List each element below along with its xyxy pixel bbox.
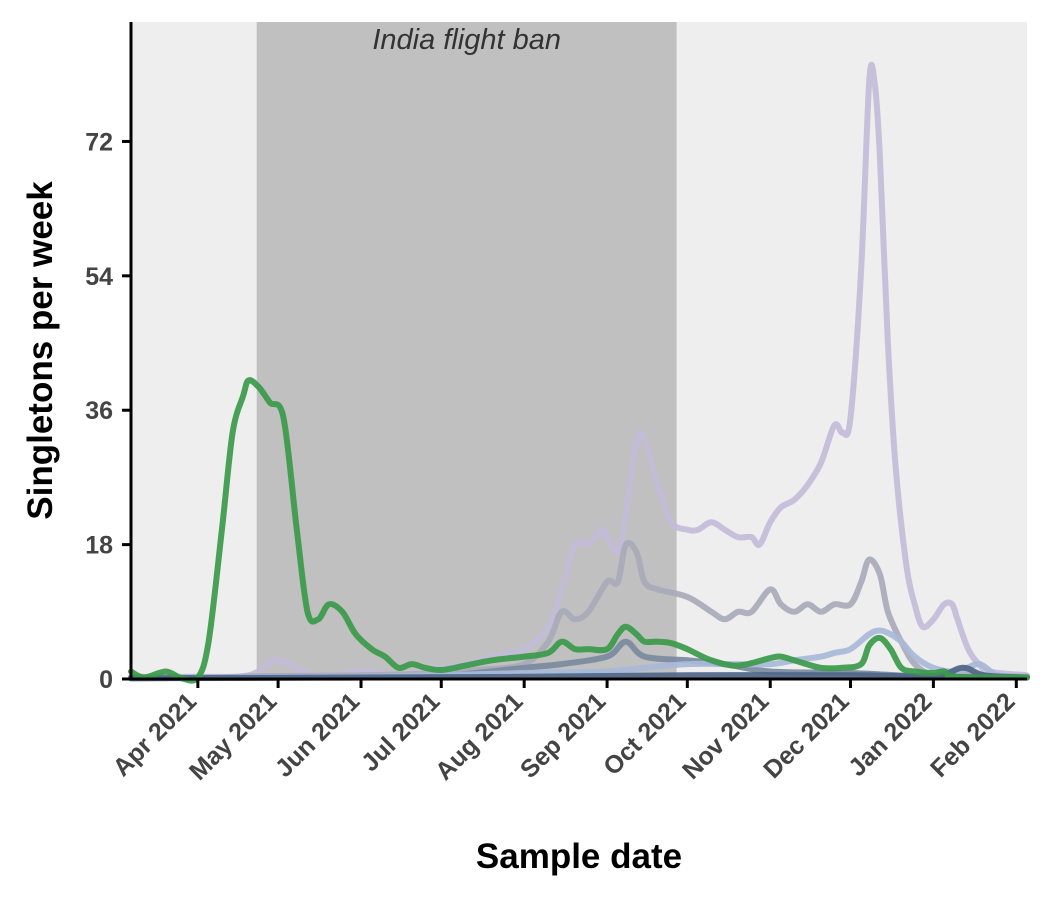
series-line-6 — [128, 377, 1030, 684]
x-tick-label: Aug 2021 — [430, 687, 528, 785]
y-tick-label: 54 — [85, 263, 113, 291]
series-line-2 — [128, 539, 1030, 681]
x-tick-label: Feb 2022 — [925, 687, 1020, 782]
y-tick-label: 18 — [85, 532, 113, 560]
y-tick-label: 36 — [85, 397, 113, 425]
y-axis-title: Singletons per week — [21, 181, 60, 520]
shaded-region-label: India flight ban — [372, 24, 561, 56]
x-tick-label: Dec 2021 — [758, 687, 855, 784]
x-tick-label: May 2021 — [184, 687, 282, 785]
y-tick-label: 72 — [85, 128, 113, 156]
shaded-region — [256, 22, 677, 679]
x-axis-title: Sample date — [476, 837, 682, 876]
x-tick-label: Jan 2022 — [843, 687, 937, 781]
series-line-1 — [128, 61, 1030, 680]
y-ticks: 0 18 36 54 72 — [85, 128, 131, 694]
x-tick-label: Nov 2021 — [677, 687, 775, 785]
y-tick-label: 0 — [99, 666, 113, 694]
x-tick-label: Jun 2021 — [270, 687, 366, 783]
x-tick-label: Sep 2021 — [515, 687, 612, 784]
